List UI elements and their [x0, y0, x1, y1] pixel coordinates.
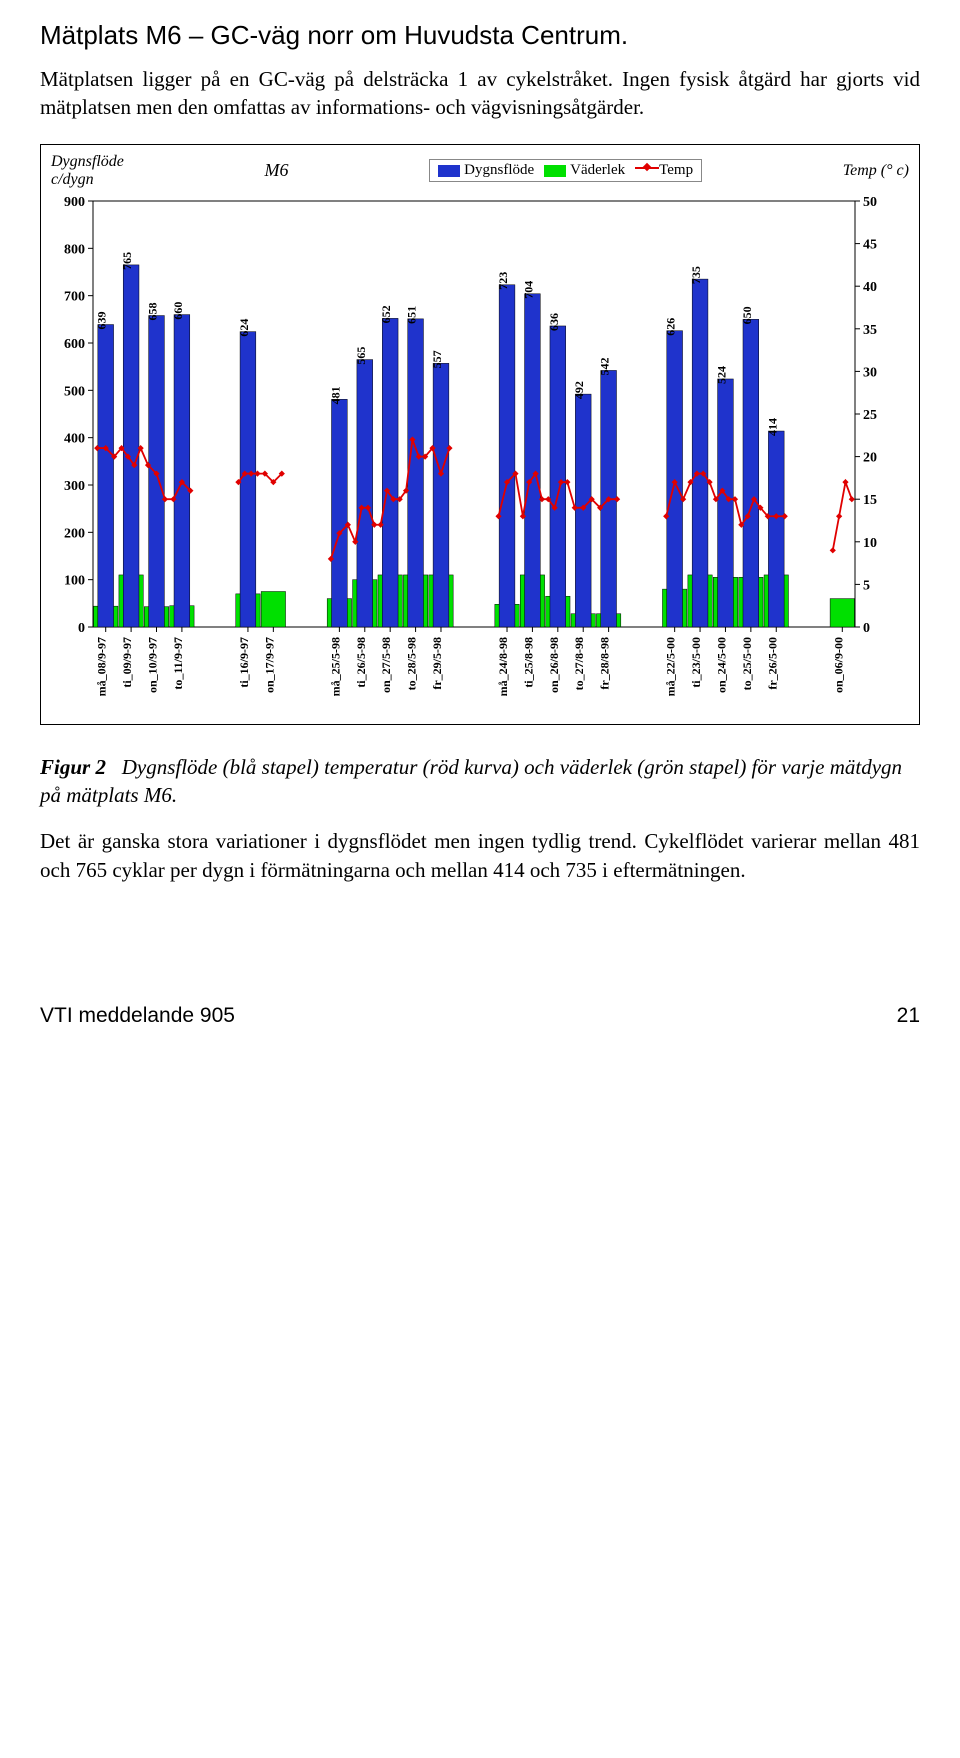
svg-text:650: 650: [740, 306, 754, 324]
svg-text:765: 765: [120, 252, 134, 270]
legend-swatch: [438, 165, 460, 177]
intro-paragraph: Mätplatsen ligger på en GC-väg på delstr…: [40, 65, 920, 122]
svg-text:45: 45: [863, 237, 877, 252]
svg-text:fr_28/8-98: fr_28/8-98: [598, 637, 612, 690]
svg-text:må_22/5-00: må_22/5-00: [664, 637, 678, 696]
svg-text:25: 25: [863, 408, 877, 423]
svg-text:492: 492: [572, 381, 586, 399]
svg-text:542: 542: [598, 357, 612, 375]
svg-text:30: 30: [863, 365, 877, 380]
svg-text:on_06/9-00: on_06/9-00: [831, 637, 845, 693]
svg-text:500: 500: [64, 384, 85, 399]
svg-text:660: 660: [171, 301, 185, 319]
svg-text:to_28/5-98: to_28/5-98: [405, 637, 419, 690]
svg-text:636: 636: [547, 313, 561, 331]
svg-text:40: 40: [863, 280, 877, 295]
svg-text:50: 50: [863, 195, 877, 210]
footer-left: VTI meddelande 905: [40, 1004, 235, 1028]
svg-text:on_27/5-98: on_27/5-98: [379, 637, 393, 693]
svg-text:524: 524: [714, 366, 728, 384]
figure-caption: Figur 2 Dygnsflöde (blå stapel) temperat…: [40, 753, 920, 810]
page-title: Mätplats M6 – GC-väg norr om Huvudsta Ce…: [40, 20, 920, 51]
figure-caption-text: Dygnsflöde (blå stapel) temperatur (röd …: [40, 755, 902, 807]
svg-text:639: 639: [95, 311, 109, 329]
svg-text:735: 735: [689, 266, 703, 284]
svg-text:ti_23/5-00: ti_23/5-00: [689, 637, 703, 688]
svg-text:200: 200: [64, 526, 85, 541]
svg-text:624: 624: [237, 318, 251, 336]
svg-text:100: 100: [64, 573, 85, 588]
svg-text:må_25/5-98: må_25/5-98: [328, 637, 342, 696]
svg-text:ti_16/9-97: ti_16/9-97: [237, 637, 251, 688]
legend-line-swatch: [635, 162, 659, 174]
legend-label: Temp: [659, 162, 693, 178]
svg-text:må_24/8-98: må_24/8-98: [496, 637, 510, 696]
chart-legend: Dygnsflöde Väderlek Temp: [429, 159, 702, 182]
svg-text:to_27/8-98: to_27/8-98: [572, 637, 586, 690]
footer-right: 21: [897, 1004, 920, 1028]
svg-text:15: 15: [863, 493, 877, 508]
svg-text:to_11/9-97: to_11/9-97: [171, 637, 185, 690]
svg-text:ti_26/5-98: ti_26/5-98: [354, 637, 368, 688]
svg-text:658: 658: [146, 302, 160, 320]
chart-name: M6: [265, 160, 289, 181]
legend-label: Väderlek: [570, 162, 625, 178]
svg-text:5: 5: [863, 578, 870, 593]
svg-text:800: 800: [64, 242, 85, 257]
svg-text:35: 35: [863, 322, 877, 337]
figure-number: Figur 2: [40, 755, 106, 779]
svg-text:651: 651: [405, 306, 419, 324]
svg-text:må_08/9-97: må_08/9-97: [95, 637, 109, 696]
svg-text:fr_29/5-98: fr_29/5-98: [430, 637, 444, 690]
svg-text:to_25/5-00: to_25/5-00: [740, 637, 754, 690]
svg-text:0: 0: [863, 621, 870, 636]
svg-text:on_10/9-97: on_10/9-97: [146, 637, 160, 693]
chart-right-label: Temp (° c): [843, 162, 909, 180]
legend-item: Dygnsflöde: [438, 162, 534, 179]
svg-text:704: 704: [521, 280, 535, 298]
svg-text:626: 626: [664, 317, 678, 335]
svg-text:ti_25/8-98: ti_25/8-98: [521, 637, 535, 688]
svg-text:652: 652: [379, 305, 393, 323]
svg-text:900: 900: [64, 195, 85, 210]
svg-text:20: 20: [863, 450, 877, 465]
svg-text:700: 700: [64, 289, 85, 304]
svg-text:414: 414: [765, 418, 779, 436]
body-paragraph-2: Det är ganska stora variationer i dygnsf…: [40, 827, 920, 884]
legend-label: Dygnsflöde: [464, 162, 534, 178]
svg-text:on_24/5-00: on_24/5-00: [714, 637, 728, 693]
svg-text:ti_09/9-97: ti_09/9-97: [120, 637, 134, 688]
svg-text:fr_26/5-00: fr_26/5-00: [765, 637, 779, 690]
svg-text:557: 557: [430, 350, 444, 368]
legend-item: Väderlek: [544, 162, 625, 179]
svg-text:10: 10: [863, 535, 877, 550]
svg-text:565: 565: [354, 346, 368, 364]
svg-text:300: 300: [64, 479, 85, 494]
svg-text:723: 723: [496, 271, 510, 289]
svg-text:on_17/9-97: on_17/9-97: [262, 637, 276, 693]
svg-text:481: 481: [328, 386, 342, 404]
legend-item: Temp: [635, 162, 693, 179]
legend-swatch: [544, 165, 566, 177]
svg-text:600: 600: [64, 337, 85, 352]
chart-svg: 0 100 200 300 400 500 600 700 800 900 0 5 10 15 20 25 30…: [51, 191, 891, 711]
svg-text:0: 0: [78, 621, 85, 636]
svg-text:400: 400: [64, 431, 85, 446]
chart-frame: Dygnsflöde c/dygn M6 Dygnsflöde Väderlek T…: [40, 144, 920, 725]
svg-text:on_26/8-98: on_26/8-98: [547, 637, 561, 693]
chart-left-label: Dygnsflöde c/dygn: [51, 153, 124, 189]
